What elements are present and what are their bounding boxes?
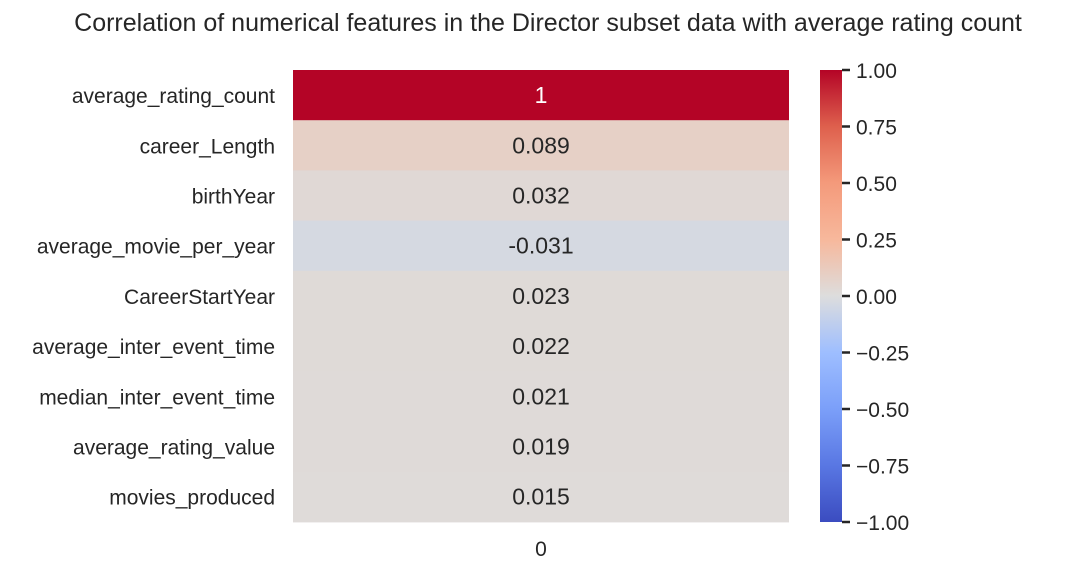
row-label: CareerStartYear [124,286,275,309]
row-label: average_movie_per_year [37,236,275,259]
cell-annotation: 0.032 [512,183,570,209]
heatmap-cell [293,471,789,523]
row-label: average_rating_value [73,437,275,460]
heatmap-cell [293,220,789,272]
heatmap-cell [293,270,789,322]
colorbar-gradient [820,70,842,522]
heatmap-cell [293,421,789,473]
row-label: movies_produced [109,487,275,510]
cell-annotation: 0.023 [512,283,570,309]
cell-annotation: 0.022 [512,333,570,359]
chart-title: Correlation of numerical features in the… [74,9,1022,37]
colorbar-tick-label: −0.75 [856,456,909,479]
x-tick-label: 0 [535,538,547,561]
row-label: career_Length [140,135,275,158]
colorbar-tick-label: 0.25 [856,230,897,253]
colorbar-tick-label: −1.00 [856,512,909,535]
row-label: average_rating_count [72,85,275,108]
row-labels: average_rating_count career_Length birthYe… [32,85,275,510]
colorbar: 1.00 0.75 0.50 0.25 0.00 −0.25 −0.50 −0.75 −1.00 [820,60,909,535]
heatmap-cell [293,321,789,372]
cell-annotation: 0.015 [512,484,570,510]
heatmap-cells: 1 0.089 0.032 -0.031 0.023 0.022 0.021 0.019 0.0… [293,70,789,523]
heatmap-cell [293,170,789,222]
cell-annotation: 0.019 [512,434,570,460]
heatmap-cell [293,70,789,121]
colorbar-tick-label: 0.00 [856,286,897,309]
row-label: median_inter_event_time [39,386,275,409]
row-label: birthYear [192,186,275,209]
colorbar-tick-label: −0.25 [856,343,909,366]
heatmap-cell [293,371,789,422]
colorbar-tick-label: 0.75 [856,117,897,140]
colorbar-tick-label: 1.00 [856,60,897,83]
x-axis-tick-labels: 0 [535,538,547,561]
cell-annotation: 0.021 [512,383,570,409]
heatmap-cell [293,120,789,171]
colorbar-tick-label: 0.50 [856,173,897,196]
cell-annotation: -0.031 [508,233,573,259]
cell-annotation: 0.089 [512,132,570,158]
cell-annotation: 1 [535,82,548,108]
row-label: average_inter_event_time [32,336,275,359]
colorbar-tick-label: −0.50 [856,399,909,422]
